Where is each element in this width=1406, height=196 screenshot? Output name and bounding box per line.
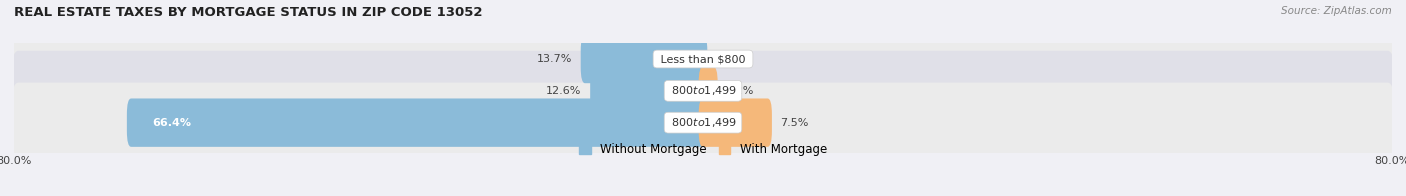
Text: 7.5%: 7.5%: [780, 118, 808, 128]
FancyBboxPatch shape: [11, 19, 1395, 99]
FancyBboxPatch shape: [699, 67, 717, 115]
FancyBboxPatch shape: [11, 51, 1395, 131]
Text: $800 to $1,499: $800 to $1,499: [668, 84, 738, 97]
Legend: Without Mortgage, With Mortgage: Without Mortgage, With Mortgage: [579, 143, 827, 156]
Text: 13.7%: 13.7%: [537, 54, 572, 64]
Text: $800 to $1,499: $800 to $1,499: [668, 116, 738, 129]
Text: 1.2%: 1.2%: [727, 86, 755, 96]
FancyBboxPatch shape: [11, 83, 1395, 163]
FancyBboxPatch shape: [699, 98, 772, 147]
Text: 66.4%: 66.4%: [153, 118, 191, 128]
FancyBboxPatch shape: [127, 98, 707, 147]
FancyBboxPatch shape: [591, 67, 707, 115]
Text: Source: ZipAtlas.com: Source: ZipAtlas.com: [1281, 6, 1392, 16]
Text: 12.6%: 12.6%: [546, 86, 582, 96]
FancyBboxPatch shape: [581, 35, 707, 83]
Text: REAL ESTATE TAXES BY MORTGAGE STATUS IN ZIP CODE 13052: REAL ESTATE TAXES BY MORTGAGE STATUS IN …: [14, 6, 482, 19]
Text: Less than $800: Less than $800: [657, 54, 749, 64]
Text: 0.0%: 0.0%: [716, 54, 744, 64]
